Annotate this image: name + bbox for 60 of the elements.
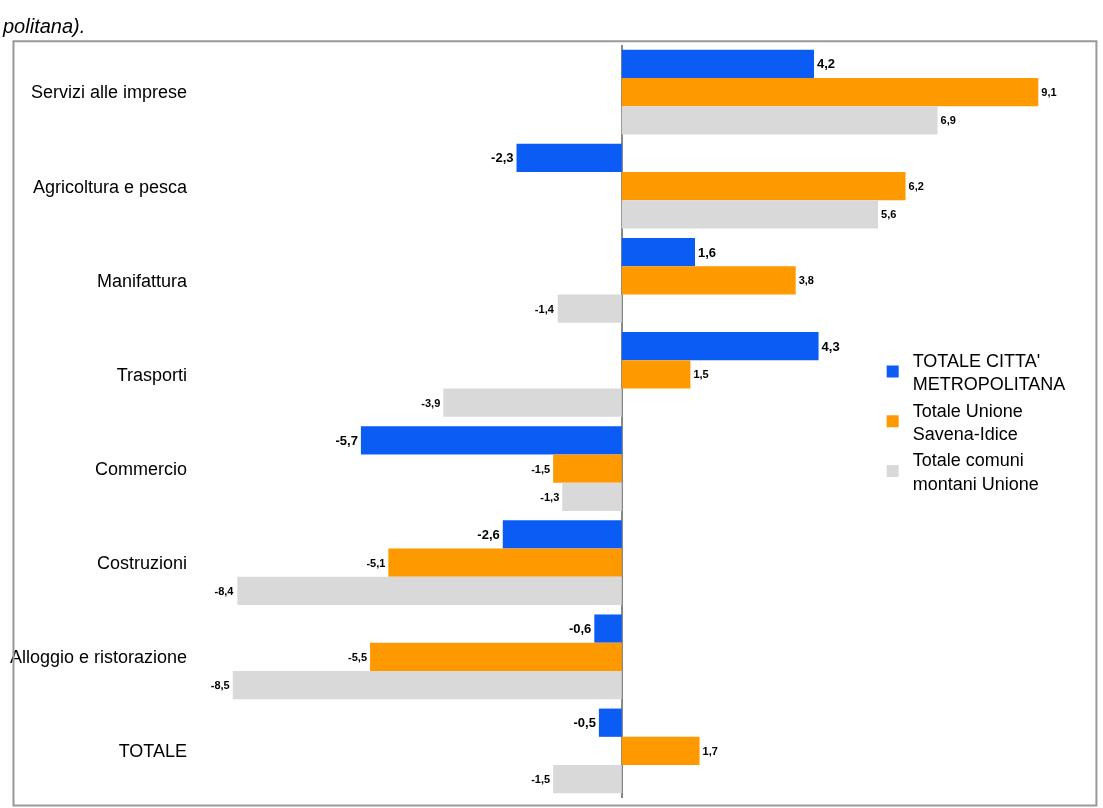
y-tick-label: Costruzioni	[96, 552, 187, 573]
bar	[553, 765, 622, 794]
bar	[370, 642, 622, 671]
data-label: 1,5	[693, 368, 709, 381]
bar	[594, 614, 622, 643]
data-label: -1,5	[531, 462, 551, 475]
bar	[562, 482, 622, 511]
data-label: -8,4	[214, 584, 235, 597]
data-label: 4,3	[821, 338, 840, 354]
bar	[621, 237, 695, 267]
bar	[388, 548, 622, 577]
bar	[621, 77, 1039, 107]
y-tick-label: Alloggio e ristorazione	[9, 647, 187, 668]
bar	[621, 736, 700, 766]
data-label: -2,6	[477, 526, 500, 542]
data-label: -0,5	[573, 715, 596, 731]
bar	[360, 426, 622, 455]
y-tick-label: Trasporti	[116, 364, 187, 385]
data-label: 6,9	[940, 114, 956, 127]
bar	[621, 200, 879, 229]
data-label: -5,5	[348, 650, 368, 663]
y-tick-label: TOTALE	[118, 741, 187, 762]
data-label: -1,5	[531, 773, 551, 786]
y-tick-label: Manifattura	[96, 270, 188, 291]
data-label: 5,6	[881, 208, 897, 221]
bar	[621, 172, 906, 201]
y-tick-label: Agricoltura e pesca	[32, 176, 188, 197]
bar	[621, 332, 819, 361]
data-label: 1,6	[698, 244, 717, 260]
data-label: -8,5	[210, 679, 230, 692]
data-label: -1,3	[540, 490, 560, 503]
data-label: -5,1	[366, 556, 386, 569]
data-label: -0,6	[568, 621, 592, 637]
y-tick-label: Servizi alle imprese	[30, 82, 187, 103]
bar	[232, 670, 622, 700]
bar	[237, 576, 622, 606]
bar	[502, 520, 622, 549]
data-label: 3,8	[798, 274, 814, 287]
bar	[621, 266, 796, 295]
data-label: 1,7	[702, 744, 718, 757]
bar	[557, 294, 622, 323]
data-label: 9,1	[1041, 86, 1057, 99]
bar	[621, 360, 691, 389]
data-label: -2,3	[491, 150, 514, 166]
bar	[598, 708, 622, 737]
data-label: -5,7	[335, 432, 358, 448]
bar	[443, 388, 622, 417]
y-tick-label: Commercio	[94, 458, 187, 479]
data-label: 6,2	[908, 180, 924, 193]
data-label: 4,2	[816, 56, 836, 72]
bar	[621, 106, 938, 135]
data-label: -3,9	[421, 396, 441, 409]
bar	[516, 143, 622, 173]
text: politana).	[2, 15, 86, 37]
legend-label: Totale comuni montani Unione	[912, 450, 1039, 494]
bar	[553, 454, 622, 483]
legend-label: Totale Unione Savena-Idice	[912, 400, 1023, 444]
bar	[621, 49, 814, 78]
data-label: -1,4	[534, 302, 555, 315]
legend-label: TOTALE CITTA' METROPOLITANA	[912, 350, 1066, 395]
